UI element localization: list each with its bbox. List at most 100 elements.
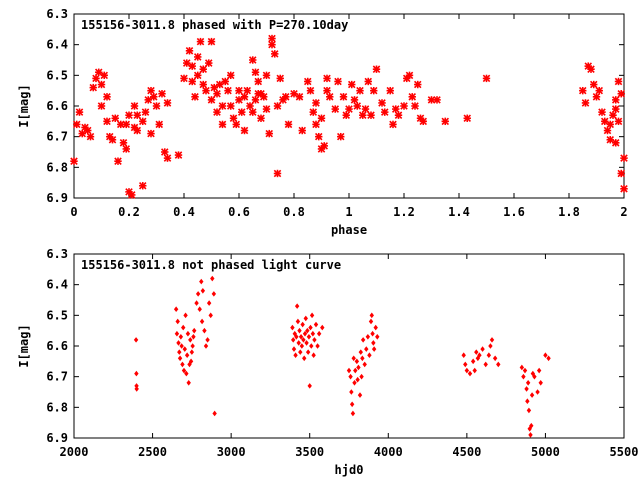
data-point [189,349,195,355]
data-point [349,401,355,408]
y-tick-label: 6.9 [46,191,68,205]
data-point [72,120,81,129]
data-point [163,154,172,162]
data-point [181,367,187,374]
data-point [303,315,308,322]
data-point [408,93,417,101]
data-point [496,361,501,368]
x-tick-label: 5000 [531,445,560,459]
data-point [181,324,186,331]
data-point [331,105,340,113]
data-point [229,114,238,123]
data-point [323,74,331,83]
data-point [163,99,172,107]
data-point [188,358,194,365]
y-axis-label: I[mag] [17,324,31,367]
data-point [317,114,326,123]
data-point [138,181,147,190]
data-point [595,86,604,95]
data-point [273,102,282,110]
y-tick-label: 6.6 [46,339,68,353]
data-point [530,370,536,377]
data-point [193,53,202,61]
data-point [389,120,397,129]
data-point [218,102,227,110]
chart-title: 155156-3011.8 phased with P=270.10day [81,18,348,32]
data-point [134,386,139,392]
data-point [339,93,348,101]
data-point [359,373,364,380]
data-point [158,89,166,98]
data-point [527,426,532,432]
data-point [194,300,199,306]
data-point [208,312,213,319]
data-point [304,340,309,346]
data-point [362,361,367,368]
data-point [116,120,125,129]
data-point [489,337,495,343]
data-point [472,367,477,374]
data-point [240,126,249,135]
data-point [254,77,263,86]
data-point [134,370,139,377]
data-point [103,93,111,101]
data-point [114,157,122,165]
x-tick-label: 2500 [138,445,167,459]
data-point [477,352,482,358]
data-point [188,62,197,70]
y-tick-label: 6.5 [46,68,68,82]
data-point [433,96,441,104]
x-tick-label: 2 [620,205,627,219]
data-point [364,346,369,352]
data-point [226,102,235,110]
data-point [351,355,356,362]
data-point [270,50,279,58]
data-point [147,86,155,95]
data-point [345,105,353,113]
data-point [284,120,293,129]
data-point [305,327,310,334]
data-point [295,318,301,325]
data-point [133,126,142,135]
x-tick-label: 3000 [217,445,246,459]
data-point [386,86,395,95]
data-point [83,126,92,135]
data-point [291,337,296,343]
unphased-light-curve-panel: 155156-3011.8 not phased light curve hjd… [17,247,638,477]
data-point [309,343,314,349]
data-point [312,120,320,129]
data-points [70,34,628,199]
data-point [206,300,212,306]
data-point [173,306,179,312]
data-point [305,349,311,355]
data-point [203,343,209,349]
data-point [581,99,590,107]
data-point [180,361,185,368]
x-tick-label: 0 [70,205,77,219]
data-point [100,71,109,80]
data-point [296,340,301,346]
data-point [302,330,308,337]
data-point [298,349,303,355]
data-point [352,380,357,386]
data-point [529,392,535,398]
x-tick-label: 1.8 [558,205,580,219]
data-point [188,77,197,86]
data-point [200,288,206,294]
data-point [546,355,551,362]
data-point [197,306,202,312]
data-point [265,129,274,138]
data-point [291,346,297,352]
data-point [311,352,316,358]
data-point [480,346,485,352]
data-point [199,278,204,285]
data-point [190,343,195,349]
data-point [371,340,376,346]
data-point [210,275,215,282]
data-point [177,349,182,355]
data-point [532,373,537,380]
data-point [617,169,626,178]
data-point [592,93,601,101]
data-point [620,154,628,162]
